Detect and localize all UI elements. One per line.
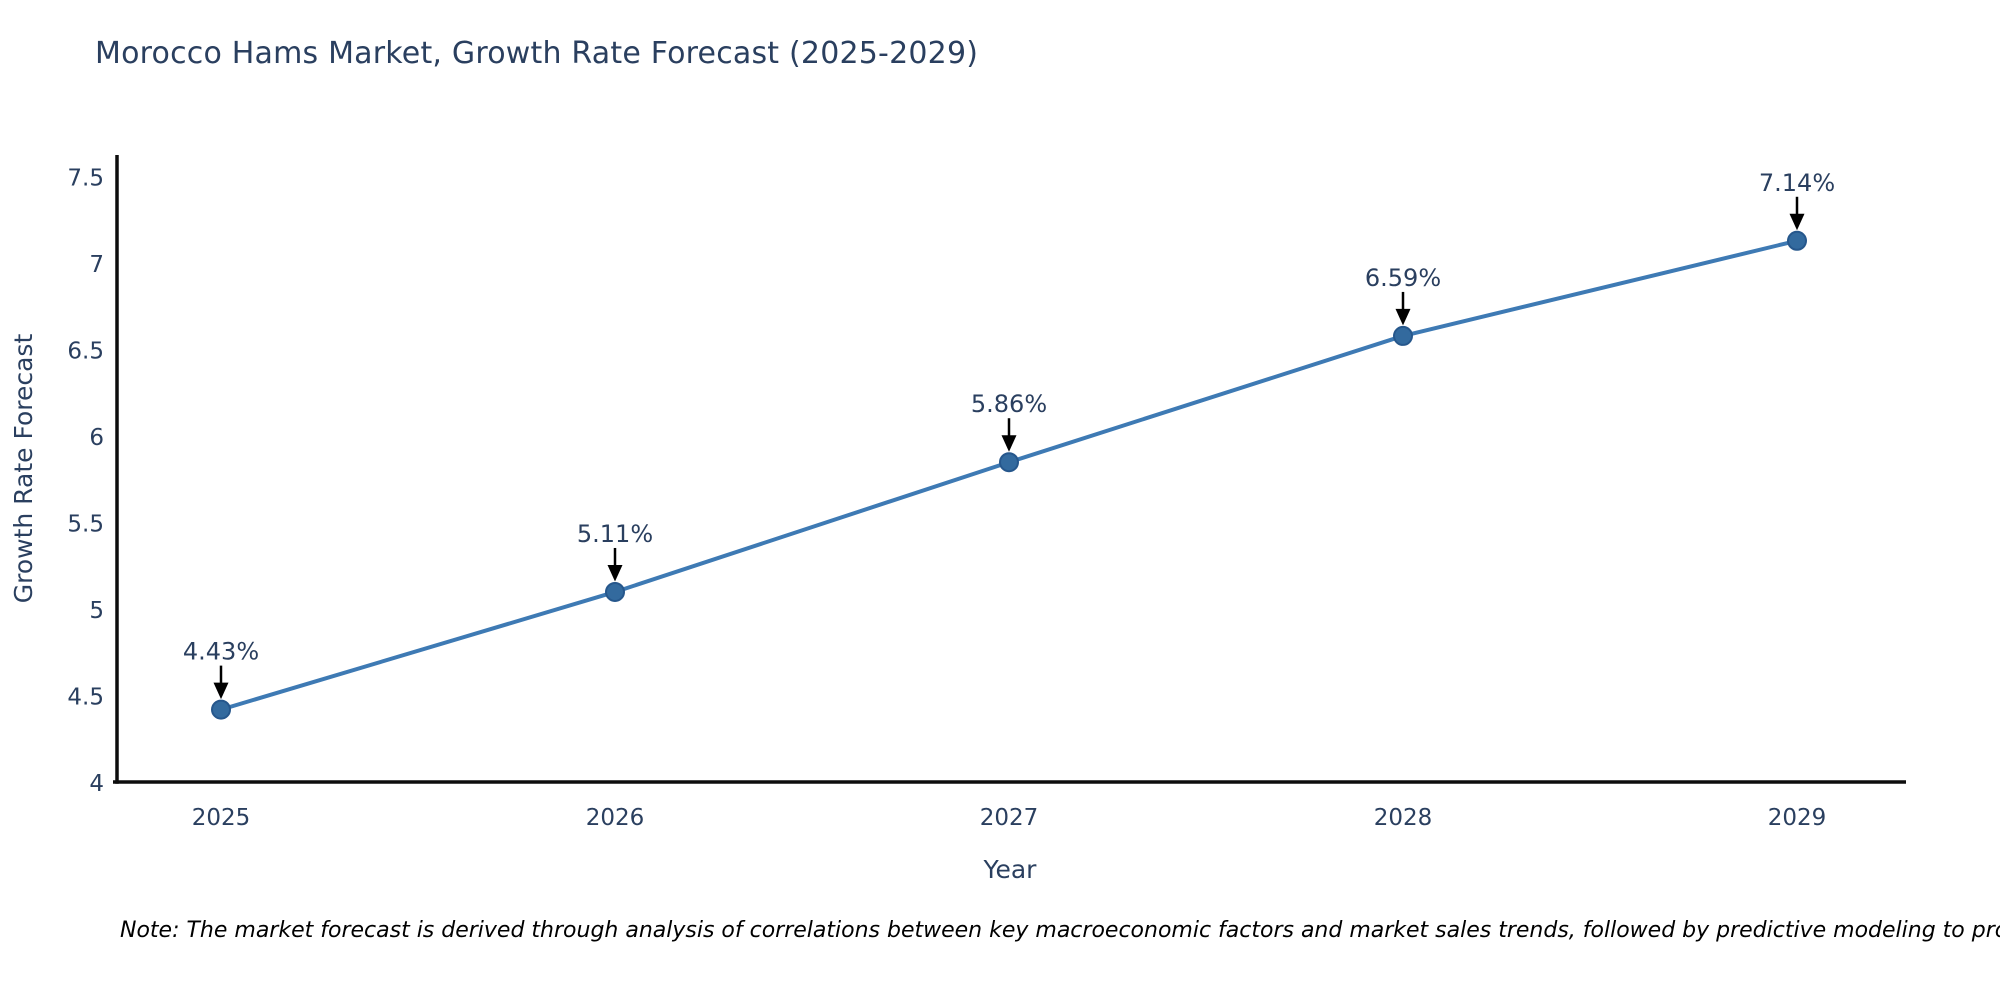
y-axis-title: Growth Rate Forecast — [9, 334, 38, 604]
annotation-arrowhead-icon — [1395, 308, 1411, 326]
data-point-marker[interactable] — [1393, 325, 1413, 346]
x-tick-label: 2028 — [1374, 805, 1433, 831]
x-axis-title: Year — [983, 855, 1038, 884]
data-point-marker[interactable] — [999, 452, 1019, 473]
x-tick-label: 2029 — [1768, 805, 1827, 831]
annotation-arrowhead-icon — [213, 682, 229, 700]
annotation-arrowhead-icon — [1789, 213, 1805, 231]
x-tick-label: 2026 — [586, 805, 645, 831]
annotation-arrowhead-icon — [1001, 435, 1017, 452]
data-point-label: 5.11% — [577, 520, 653, 548]
y-tick-label: 7 — [89, 252, 104, 278]
data-point-label: 7.14% — [1759, 169, 1835, 197]
footnote-text: Note: The market forecast is derived thr… — [120, 918, 2000, 943]
data-point-label: 5.86% — [971, 390, 1047, 418]
y-tick-label: 4.5 — [67, 685, 104, 711]
y-tick-label: 5.5 — [67, 512, 104, 538]
y-tick-label: 7.5 — [67, 166, 104, 192]
data-point-marker[interactable] — [605, 581, 625, 602]
data-point-marker[interactable] — [1787, 230, 1807, 251]
y-tick-label: 6.5 — [67, 339, 104, 365]
x-tick-label: 2027 — [980, 805, 1039, 831]
y-tick-label: 5 — [89, 598, 104, 624]
series-line — [219, 238, 1799, 712]
chart-title: Morocco Hams Market, Growth Rate Forecas… — [95, 36, 979, 71]
y-tick-label: 6 — [89, 425, 104, 451]
data-point-marker[interactable] — [211, 699, 231, 720]
data-point-label: 6.59% — [1365, 264, 1441, 292]
y-tick-label: 4 — [89, 771, 104, 797]
annotation-arrowhead-icon — [607, 564, 623, 582]
x-tick-label: 2025 — [192, 805, 251, 831]
data-point-label: 4.43% — [183, 638, 259, 666]
